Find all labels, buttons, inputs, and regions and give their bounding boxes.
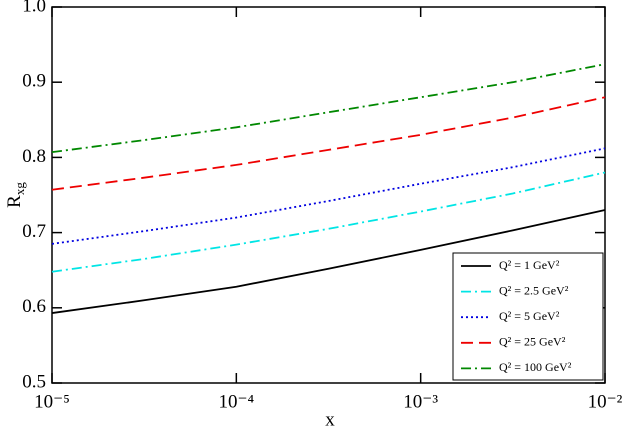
x-tick-label: 10⁻⁵ <box>34 391 70 412</box>
x-tick-label: 10⁻³ <box>403 391 438 412</box>
series-line <box>51 209 606 314</box>
series-line <box>51 171 606 273</box>
y-axis-label-main: R <box>4 195 25 208</box>
legend-label: Q² = 2.5 GeV² <box>499 283 569 297</box>
legend-label: Q² = 100 GeV² <box>499 360 572 374</box>
x-tick-label: 10⁻² <box>588 391 623 412</box>
y-tick-label: 0.8 <box>22 146 46 167</box>
series-line <box>51 96 606 191</box>
y-tick-label: 0.6 <box>22 296 46 317</box>
y-tick-label: 0.9 <box>22 71 46 92</box>
x-tick-label: 10⁻⁴ <box>219 391 255 412</box>
x-axis-label: x <box>325 409 335 430</box>
y-tick-label: 0.7 <box>22 221 46 242</box>
legend: Q² = 1 GeV² Q² = 2.5 GeV² Q² = 5 GeV² Q² = … <box>452 252 604 381</box>
y-tick-label: 0.5 <box>22 371 46 392</box>
legend-label: Q² = 5 GeV² <box>499 309 560 323</box>
series-line <box>51 147 606 245</box>
legend-label: Q² = 1 GeV² <box>499 258 560 272</box>
y-tick-label: 1.0 <box>22 0 46 16</box>
y-axis-label-sub: xg <box>12 182 27 196</box>
y-axis-label: Rxg <box>4 182 27 208</box>
legend-label: Q² = 25 GeV² <box>499 335 566 349</box>
plot-frame <box>51 6 606 384</box>
series-line <box>51 63 606 154</box>
